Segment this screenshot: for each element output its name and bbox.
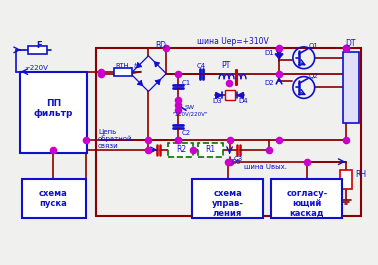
Point [175,103,181,107]
Point [50,148,56,152]
Bar [198,143,223,157]
Text: Q1: Q1 [309,43,319,49]
Polygon shape [216,92,222,98]
Text: шина Uep=+310V: шина Uep=+310V [197,37,269,46]
Point [146,148,152,152]
Polygon shape [155,62,159,67]
Point [190,148,196,152]
Text: управ-: управ- [212,199,243,208]
Point [343,46,349,50]
Text: D3: D3 [213,98,223,104]
Text: PT: PT [221,61,230,70]
Bar [341,170,352,189]
Text: фильтр: фильтр [34,109,73,118]
Point [175,138,181,142]
Text: Q2: Q2 [309,73,319,79]
Text: ~220V: ~220V [24,65,48,71]
Point [276,46,282,50]
Bar [22,179,86,218]
Point [98,72,104,76]
Text: F: F [36,41,42,50]
Point [163,46,169,50]
Point [343,46,349,50]
Bar [96,48,361,216]
Text: D2: D2 [264,80,274,86]
Text: C1: C1 [181,80,191,86]
Text: D1: D1 [264,50,274,56]
Point [343,138,349,142]
Text: DT: DT [345,39,356,48]
Text: связи: связи [98,143,119,149]
Text: RH: RH [355,170,366,179]
Point [226,80,232,85]
Polygon shape [237,92,243,98]
Text: пуска: пуска [40,199,67,208]
Text: согласу-: согласу- [286,189,327,198]
Text: схема: схема [39,189,68,198]
Polygon shape [137,63,141,68]
Text: C4: C4 [196,63,205,69]
Polygon shape [138,81,143,85]
Text: ПП: ПП [46,99,61,108]
Point [276,138,282,142]
Polygon shape [275,54,283,59]
Point [276,72,282,76]
Bar [20,72,87,153]
Text: каскад: каскад [290,209,324,218]
Point [175,138,181,142]
Text: C2: C2 [181,130,191,136]
Text: ющий: ющий [292,199,321,208]
Text: D5: D5 [232,159,241,165]
Text: ления: ления [213,209,242,218]
Text: SW: SW [185,105,195,110]
Bar [271,179,342,218]
Point [146,138,152,142]
Text: C3: C3 [234,156,243,162]
Text: "110V/220V": "110V/220V" [172,112,208,117]
Text: схема: схема [213,189,242,198]
Polygon shape [156,80,160,84]
Text: R1: R1 [206,145,216,154]
Point [175,98,181,103]
Text: BD: BD [155,41,166,50]
Point [304,160,310,164]
Point [175,72,181,76]
Point [98,69,104,74]
Text: Цепь: Цепь [98,129,116,135]
Text: RTH: RTH [116,63,130,69]
Text: обратной: обратной [98,135,132,142]
Bar [168,143,193,157]
Text: D4: D4 [239,98,248,104]
Point [226,138,232,142]
Bar [28,46,48,54]
Point [83,138,89,142]
Bar [192,179,263,218]
Point [225,160,231,164]
Point [266,148,272,152]
Bar [343,52,359,123]
Bar [114,68,132,76]
Point [226,160,232,164]
Text: шина Uвых.: шина Uвых. [245,164,287,170]
Point [175,108,181,112]
Bar [225,90,234,100]
Text: R2: R2 [176,145,186,154]
Text: t: t [133,63,136,69]
